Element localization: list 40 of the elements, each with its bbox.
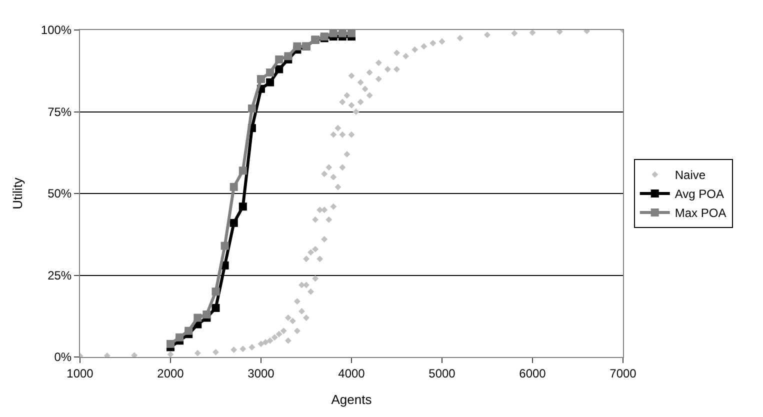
y-tick-label: 50% — [48, 186, 72, 201]
point — [293, 42, 302, 50]
point — [230, 218, 238, 227]
y-tick-label: 0% — [54, 350, 72, 364]
point — [194, 314, 202, 322]
point — [184, 326, 193, 335]
point — [275, 55, 284, 64]
x-axis-title: Agents — [331, 392, 372, 407]
legend-label: Avg POA — [674, 187, 724, 202]
y-tick-label: 100% — [40, 23, 72, 38]
x-tick-label: 5000 — [428, 366, 456, 380]
point — [212, 304, 220, 312]
point — [166, 340, 174, 348]
x-tick-label: 2000 — [157, 366, 184, 380]
x-tick-label: 3000 — [248, 366, 275, 380]
point — [275, 65, 284, 74]
point — [220, 242, 229, 250]
point — [202, 310, 211, 318]
point — [266, 78, 274, 86]
y-tick-label: 75% — [48, 104, 72, 119]
y-tick-label: 25% — [48, 268, 72, 282]
x-tick-label: 7000 — [610, 366, 637, 380]
point — [257, 75, 265, 84]
legend-label: Naive — [674, 168, 706, 182]
point — [238, 166, 247, 175]
point — [238, 202, 247, 211]
x-tick-label: 4000 — [338, 366, 366, 380]
x-tick-label: 6000 — [519, 366, 546, 380]
point — [176, 333, 184, 342]
point — [329, 30, 338, 38]
point — [248, 104, 256, 112]
x-tick-label: 1000 — [66, 366, 94, 380]
point — [348, 30, 356, 38]
point — [338, 30, 346, 38]
y-axis-title: Utility — [10, 177, 25, 210]
point — [266, 68, 274, 77]
point — [284, 52, 292, 60]
point — [230, 182, 238, 191]
point — [212, 288, 220, 296]
legend-label: Max POA — [674, 206, 726, 220]
